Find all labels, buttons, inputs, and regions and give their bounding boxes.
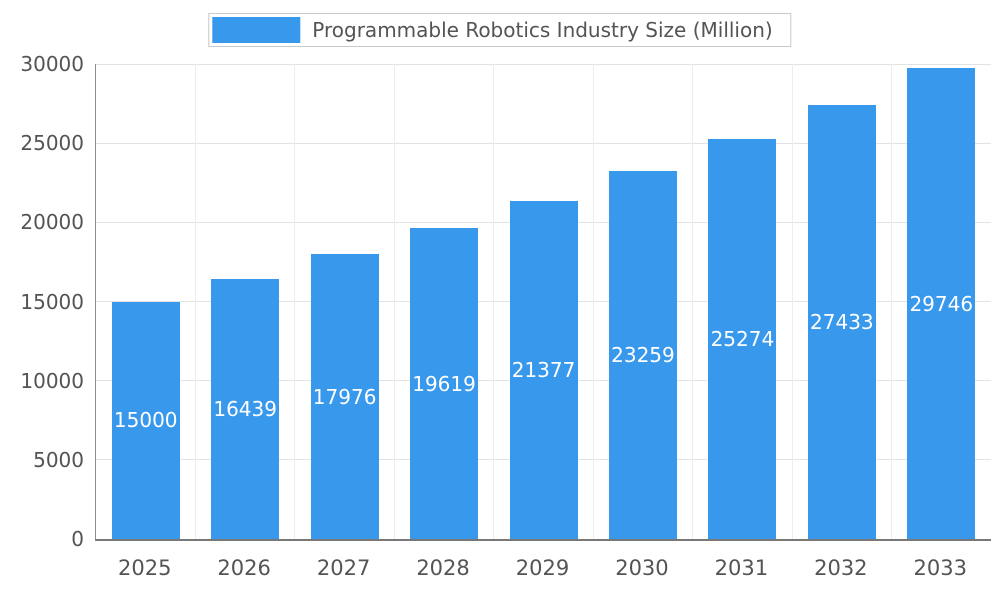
bar-value-label: 25274 <box>710 326 775 351</box>
bar-2027[interactable]: 17976 <box>310 254 379 539</box>
gridline-vertical <box>692 64 694 539</box>
bar-2028[interactable]: 19619 <box>410 228 479 539</box>
x-tick-label: 2030 <box>615 556 669 580</box>
x-tick-label: 2033 <box>913 556 967 580</box>
gridline-vertical <box>194 64 196 539</box>
bar-value-label: 21377 <box>511 357 576 382</box>
x-tick-label: 2025 <box>117 556 172 580</box>
bar-value-label: 23259 <box>611 342 675 367</box>
bar-value-label: 17976 <box>312 384 377 409</box>
gridline-horizontal <box>96 142 991 144</box>
x-tick-label: 2032 <box>814 556 868 580</box>
gridline-vertical <box>493 64 495 539</box>
bar-2033[interactable]: 29746 <box>907 68 976 539</box>
y-tick-label: 5000 <box>33 447 84 472</box>
bar-2032[interactable]: 27433 <box>807 104 876 539</box>
bar-2030[interactable]: 23259 <box>608 170 677 539</box>
plot-area: 15000 16439 17976 19619 21377 23259 25274 27433… <box>95 64 991 541</box>
gridline-vertical <box>393 64 395 539</box>
gridline-vertical <box>294 64 296 539</box>
bar-value-label: 15000 <box>113 408 178 433</box>
y-tick-label: 15000 <box>20 289 84 314</box>
x-tick-label: 2028 <box>416 556 470 580</box>
bar-value-label: 29746 <box>909 291 974 316</box>
bar-2031[interactable]: 25274 <box>708 138 777 539</box>
y-tick-label: 10000 <box>20 368 84 393</box>
bar-value-label: 19619 <box>412 371 476 396</box>
x-tick-label: 2026 <box>217 556 271 580</box>
gridline-vertical <box>592 64 594 539</box>
y-tick-label: 25000 <box>20 131 84 156</box>
chart-legend[interactable]: Programmable Robotics Industry Size (Mil… <box>208 13 792 47</box>
bar-2026[interactable]: 16439 <box>211 278 280 539</box>
y-tick-label: 20000 <box>20 210 84 235</box>
bar-value-label: 16439 <box>213 396 277 421</box>
x-tick-label: 2029 <box>515 556 570 580</box>
x-tick-label: 2031 <box>714 556 769 580</box>
gridline-vertical <box>891 64 893 539</box>
x-tick-label: 2027 <box>316 556 371 580</box>
legend-label: Programmable Robotics Industry Size (Mil… <box>312 18 773 42</box>
legend-swatch-icon <box>212 17 301 43</box>
y-tick-label: 0 <box>71 527 84 551</box>
gridline-vertical <box>791 64 793 539</box>
bar-2029[interactable]: 21377 <box>509 200 578 539</box>
bar-value-label: 27433 <box>810 309 874 334</box>
gridline-horizontal <box>96 64 991 65</box>
bar-2025[interactable]: 15000 <box>111 301 180 539</box>
y-tick-label: 30000 <box>20 52 84 76</box>
